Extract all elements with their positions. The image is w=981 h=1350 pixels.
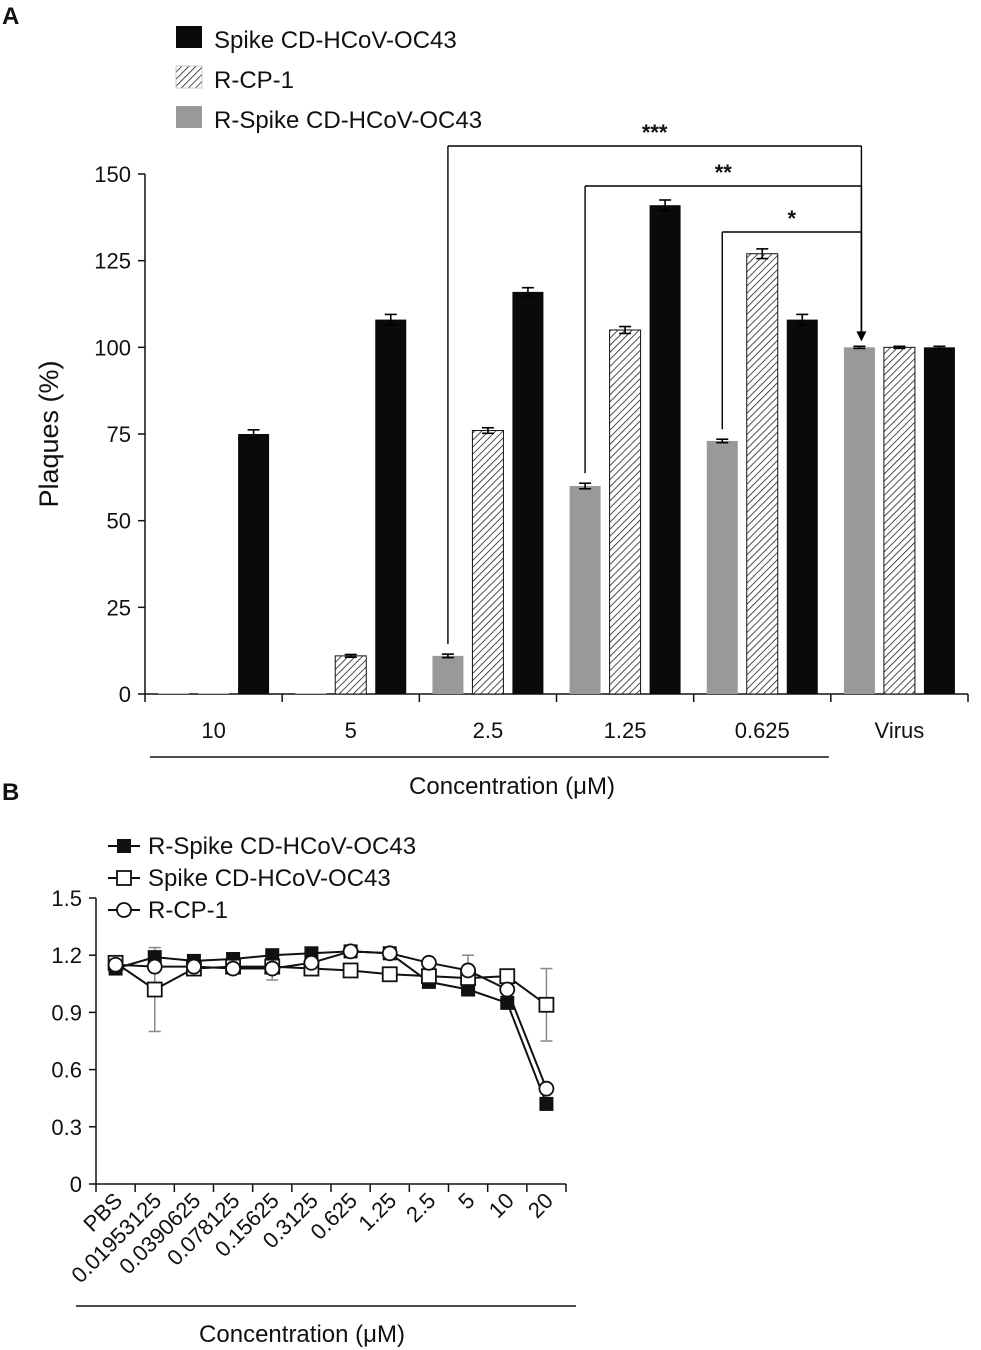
legend-marker-rspike <box>117 839 131 853</box>
data-point-rcp1 <box>460 962 476 979</box>
data-point-rspike <box>461 982 476 997</box>
bar-hatched-2.5 <box>471 430 504 695</box>
data-point-rspike <box>265 948 280 963</box>
data-point-rcp1 <box>421 954 437 971</box>
bar-black-5 <box>375 319 407 694</box>
bar-black-0.625 <box>786 319 818 694</box>
panel-a-bar-chart: Spike CD-HCoV-OC43 R-CP-1 R-Spike CD-HCo… <box>34 26 969 800</box>
data-point-rcp1 <box>303 954 320 971</box>
panel-a-x-tick-label: 1.25 <box>604 718 647 743</box>
panel-a-x-tick-label: 0.625 <box>735 718 790 743</box>
panel-a-y-tick-label: 75 <box>107 422 131 447</box>
data-point-rcp1 <box>186 958 202 975</box>
data-point-rcp1 <box>225 960 241 977</box>
panel-b-legend: R-Spike CD-HCoV-OC43 Spike CD-HCoV-OC43 … <box>108 833 416 924</box>
panel-a-legend: Spike CD-HCoV-OC43 R-CP-1 R-Spike CD-HCo… <box>175 26 482 134</box>
bar-hatched-1.25 <box>609 329 642 695</box>
legend-swatch-spike <box>176 26 202 48</box>
bar-hatched-5 <box>334 655 367 695</box>
data-point-rcp1 <box>342 943 359 960</box>
panel-b-y-tick-label: 0.3 <box>51 1115 82 1140</box>
panel-b-x-tick-label: 10 <box>484 1188 519 1223</box>
panel-a-y-tick-label: 125 <box>94 249 131 274</box>
panel-a-x-axis-title: Concentration (μM) <box>409 773 615 800</box>
panel-b-series <box>107 943 555 1111</box>
panel-b-x-tick-label: 0.625 <box>306 1188 363 1245</box>
data-point-spike <box>381 966 398 983</box>
bar-black-2.5 <box>512 291 544 694</box>
data-point-rcp1 <box>499 981 516 998</box>
panel-a-y-tick-label: 100 <box>94 335 131 360</box>
bar-black-10 <box>238 434 270 694</box>
legend-label-b-spike: Spike CD-HCoV-OC43 <box>148 865 391 892</box>
bar-hatched-0.625 <box>746 253 779 695</box>
legend-label-b-rcp1: R-CP-1 <box>148 897 228 924</box>
panel-b-y-tick-label: 0 <box>70 1172 82 1197</box>
significance-arrowhead <box>856 331 867 342</box>
panel-b-x-tick-label: 1.25 <box>353 1188 401 1236</box>
data-point-rcp1 <box>146 958 163 975</box>
bar-black-1.25 <box>649 205 681 694</box>
legend-marker-spike <box>116 870 132 886</box>
series-line-filled-square <box>115 950 548 1105</box>
bar-gray-2.5 <box>432 655 464 694</box>
data-point-rcp1 <box>538 1080 555 1097</box>
panel-b-letter: B <box>2 779 19 806</box>
legend-label-spike: Spike CD-HCoV-OC43 <box>214 27 457 54</box>
panel-b-x-tick-label: 20 <box>523 1188 558 1223</box>
panel-a-y-tick-label: 50 <box>107 509 131 534</box>
bar-gray-0.625 <box>706 440 738 694</box>
panel-b-x-tick-label: 5 <box>453 1188 479 1214</box>
data-point-rcp1 <box>107 956 124 973</box>
data-point-spike <box>499 968 516 985</box>
panel-a-letter: A <box>2 3 19 30</box>
panel-b-x-tick-label: 2.5 <box>401 1188 440 1227</box>
legend-label-rcp1: R-CP-1 <box>214 67 294 94</box>
legend-swatch-rspike <box>176 106 202 128</box>
panel-a-bars <box>158 199 955 695</box>
panel-b-y-tick-label: 1.2 <box>51 943 82 968</box>
panel-b-x-axis-title: Concentration (μM) <box>199 1321 405 1348</box>
panel-a-x-tick-label: 10 <box>201 718 225 743</box>
data-point-rcp1 <box>381 945 398 962</box>
data-point-rspike <box>500 995 515 1010</box>
data-point-rspike <box>539 1096 554 1111</box>
data-point-spike <box>538 996 555 1013</box>
panel-b-y-tick-label: 0.6 <box>51 1058 82 1083</box>
significance-label: * <box>788 206 797 231</box>
panel-a-y-axis-title: Plaques (%) <box>34 360 64 507</box>
significance-label: ** <box>715 160 733 185</box>
bar-gray-1.25 <box>569 486 601 694</box>
panel-a-axes: 0 25 50 75 100 125 150 10 5 2.5 1.25 0.625 Virus <box>94 162 969 758</box>
panel-a-y-tick-label: 0 <box>119 682 131 707</box>
series-line-open-circle <box>115 950 548 1090</box>
panel-b-y-tick-label: 0.9 <box>51 1000 82 1025</box>
series-line-open-square <box>115 962 548 1006</box>
bar-gray-Virus <box>843 347 875 694</box>
legend-label-b-rspike: R-Spike CD-HCoV-OC43 <box>148 833 416 860</box>
panel-a-x-tick-label: 2.5 <box>473 718 504 743</box>
panel-a-y-tick-label: 150 <box>94 162 131 187</box>
data-point-spike <box>342 962 359 979</box>
panel-a-y-tick-label: 25 <box>107 595 131 620</box>
panel-b-y-tick-label: 1.5 <box>51 886 82 911</box>
significance-label: *** <box>642 120 668 145</box>
data-point-spike <box>421 968 437 985</box>
bar-hatched-Virus <box>883 346 916 695</box>
panel-a-x-tick-label: 5 <box>345 718 357 743</box>
bar-black-Virus <box>923 347 955 694</box>
panel-b-line-chart: R-Spike CD-HCoV-OC43 Spike CD-HCoV-OC43 … <box>51 833 576 1348</box>
legend-marker-rcp1 <box>116 902 132 918</box>
data-point-rcp1 <box>264 960 281 977</box>
data-point-spike <box>146 981 163 998</box>
panel-a-x-tick-label: Virus <box>875 718 925 743</box>
panel-a-significance: ****** <box>447 120 867 645</box>
legend-swatch-rcp1 <box>175 65 203 89</box>
legend-label-rspike: R-Spike CD-HCoV-OC43 <box>214 107 482 134</box>
